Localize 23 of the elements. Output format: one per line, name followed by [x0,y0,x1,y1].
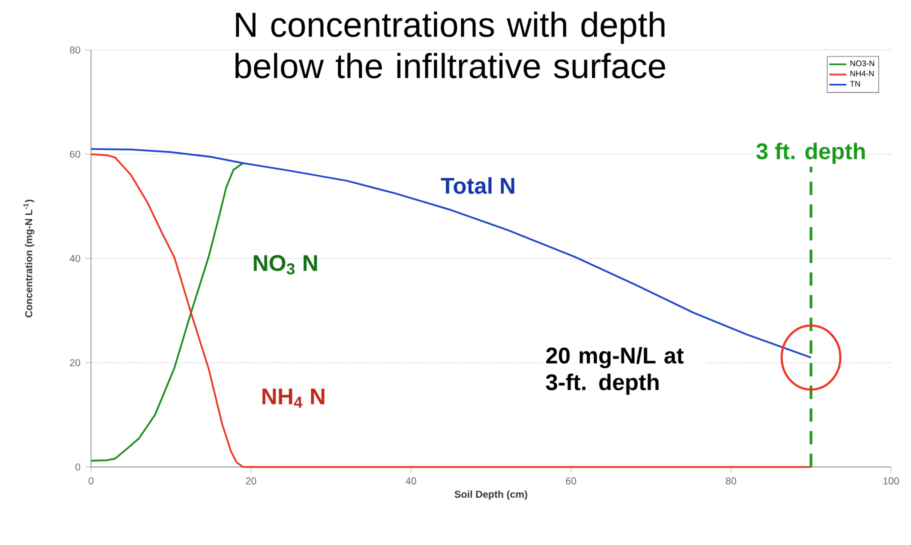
legend-label: NO3-N [850,60,874,66]
x-tick-label: 20 [246,477,256,484]
legend-label: TN [850,80,860,86]
y-tick-label: 40 [70,254,80,262]
x-axis-title: Soil Depth (cm) [454,490,528,500]
y-axis-title: Concentration (mg-N L$^{-1}$) [23,200,34,318]
annotation: NH$_{4}$ N [262,388,324,408]
legend-label: NH4-N [850,70,874,76]
annotation: NO$_{3}$ N [254,255,317,274]
annotation: Total N [440,177,514,194]
ref-line-label: 3 ft. depth [756,142,865,164]
y-tick-label: 0 [75,463,80,471]
x-tick-label: 100 [883,477,899,484]
chart-title: N concentrations with depth below the infiltrative surface [235,12,666,78]
annotation: 20 mg-N/L at 3-ft. depth [546,346,684,395]
x-tick-label: 40 [406,477,416,484]
x-tick-label: 60 [566,477,576,484]
x-tick-label: 0 [88,477,94,484]
y-tick-label: 20 [70,359,80,366]
y-tick-label: 80 [70,46,80,54]
line-series [90,162,244,462]
y-tick-label: 60 [70,150,80,158]
x-tick-label: 80 [726,477,736,484]
